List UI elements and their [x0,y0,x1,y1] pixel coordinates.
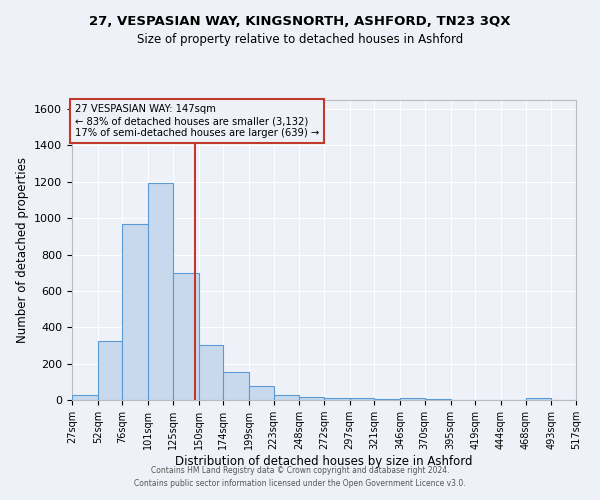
Y-axis label: Number of detached properties: Number of detached properties [16,157,29,343]
Bar [249,386,274,400]
Bar [324,398,350,400]
Bar [374,398,400,400]
Bar [526,398,551,400]
Bar [98,341,122,400]
Bar [223,372,249,400]
Bar [173,272,199,400]
Bar [72,396,98,400]
Bar [299,396,324,400]
Bar [122,224,148,400]
Text: Size of property relative to detached houses in Ashford: Size of property relative to detached ho… [137,32,463,46]
Bar [400,398,425,400]
Bar [425,398,451,400]
X-axis label: Distribution of detached houses by size in Ashford: Distribution of detached houses by size … [175,455,473,468]
Bar [274,394,299,400]
Bar [350,398,374,400]
Bar [199,344,223,400]
Text: 27, VESPASIAN WAY, KINGSNORTH, ASHFORD, TN23 3QX: 27, VESPASIAN WAY, KINGSNORTH, ASHFORD, … [89,15,511,28]
Text: Contains HM Land Registry data © Crown copyright and database right 2024.
Contai: Contains HM Land Registry data © Crown c… [134,466,466,487]
Text: 27 VESPASIAN WAY: 147sqm
← 83% of detached houses are smaller (3,132)
17% of sem: 27 VESPASIAN WAY: 147sqm ← 83% of detach… [74,104,319,138]
Bar [148,182,173,400]
